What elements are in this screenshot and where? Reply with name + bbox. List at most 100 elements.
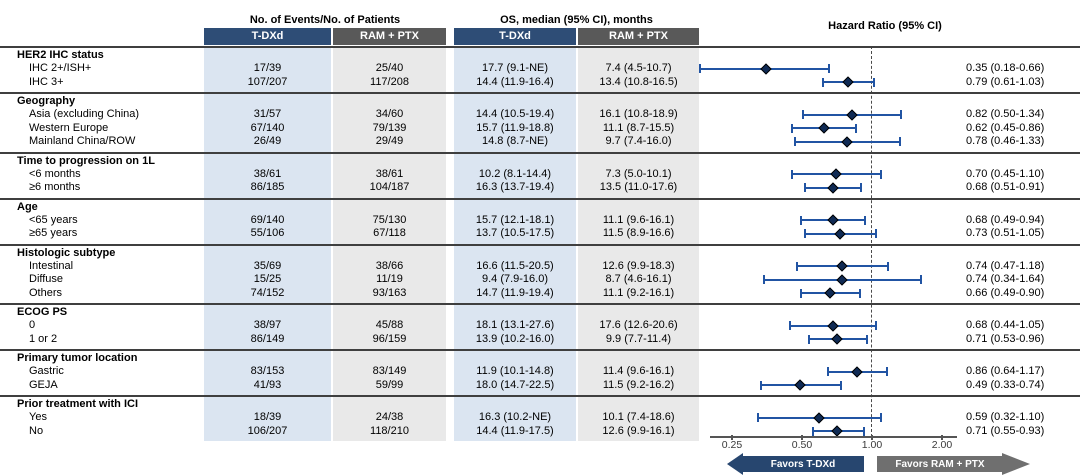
subgroup-block: HER2 IHC status IHC 2+/ISH+ 17/39 25/40 17.7… xyxy=(0,46,1080,92)
ci-cap-right xyxy=(828,64,831,74)
x-axis-tick-label: 1.00 xyxy=(861,439,883,451)
ci-cap-right xyxy=(854,123,857,133)
hr-diamond xyxy=(841,136,853,148)
row-label: Gastric xyxy=(29,365,64,377)
favors-ram-ptx-arrow: Favors RAM + PTX xyxy=(877,453,1030,475)
ci-cap-right xyxy=(874,229,877,239)
cell-os-tdxd: 16.3 (10.2-NE) xyxy=(478,411,552,423)
ci-cap-left xyxy=(760,380,763,390)
hr-diamond xyxy=(830,168,842,180)
cell-events-tdxd: 15/25 xyxy=(253,273,282,285)
subgroup-header: Primary tumor location xyxy=(17,352,138,364)
row-label: Asia (excluding China) xyxy=(29,108,140,120)
cell-events-tdxd: 38/97 xyxy=(253,319,282,331)
cell-os-tdxd: 16.6 (11.5-20.5) xyxy=(476,259,554,272)
cell-events-ram: 117/208 xyxy=(370,75,409,88)
cell-events-ram: 29/49 xyxy=(375,135,404,147)
table-row: <6 months 38/61 38/61 10.2 (8.1-14.4) 7.3 (5… xyxy=(0,168,1080,182)
row-label: Yes xyxy=(29,411,47,423)
cell-os-ram: 13.5 (11.0-17.6) xyxy=(599,181,678,193)
hr-ci-value: 0.74 (0.47-1.18) xyxy=(966,259,1045,272)
hr-ci-value: 0.74 (0.34-1.64) xyxy=(966,273,1045,285)
hr-diamond xyxy=(818,122,830,134)
hr-diamond xyxy=(824,287,836,299)
hr-ci-value: 0.78 (0.46-1.33) xyxy=(966,135,1045,147)
cell-os-ram: 9.9 (7.7-11.4) xyxy=(605,332,672,345)
cell-events-ram: 38/61 xyxy=(375,167,404,180)
cell-os-ram: 11.5 (8.9-16.6) xyxy=(602,227,675,239)
hr-ci-value: 0.62 (0.45-0.86) xyxy=(966,121,1045,134)
ci-cap-left xyxy=(822,77,825,87)
table-row: Diffuse 15/25 11/19 9.4 (7.9-16.0) 8.7 (4.6-… xyxy=(0,273,1080,287)
x-axis-tick xyxy=(871,435,873,440)
ci-cap-right xyxy=(859,288,862,298)
hr-diamond xyxy=(827,214,839,226)
subgroup-header: HER2 IHC status xyxy=(17,49,104,61)
subgroup-header: Prior treatment with ICI xyxy=(17,398,139,410)
cell-os-ram: 12.6 (9.9-16.1) xyxy=(602,424,675,437)
row-label: ≥65 years xyxy=(29,227,78,239)
cell-events-ram: 59/99 xyxy=(375,378,404,391)
x-axis-tick xyxy=(731,435,733,440)
column-header-os-ram: RAM + PTX xyxy=(578,28,699,45)
row-label: IHC 2+/ISH+ xyxy=(29,62,92,74)
ci-cap-left xyxy=(803,229,806,239)
table-row: Yes 18/39 24/38 16.3 (10.2-NE) 10.1 (7.4-18.… xyxy=(0,411,1080,425)
subgroup-block: Histologic subtype Intestinal 35/69 38/66 16… xyxy=(0,243,1080,304)
hr-diamond xyxy=(842,76,854,88)
hr-diamond xyxy=(794,379,806,391)
cell-events-ram: 118/210 xyxy=(370,424,409,437)
cell-os-tdxd: 14.4 (10.5-19.4) xyxy=(475,108,555,120)
cell-os-ram: 16.1 (10.8-18.9) xyxy=(599,108,678,120)
cell-os-ram: 8.7 (4.6-16.1) xyxy=(605,273,672,285)
ci-cap-right xyxy=(899,110,902,120)
table-row: ≥65 years 55/106 67/118 13.7 (10.5-17.5) 11.… xyxy=(0,227,1080,241)
subgroup-block: ECOG PS 0 38/97 45/88 18.1 (13.1-27.6) 17.6 (… xyxy=(0,303,1080,349)
hr-ci-value: 0.68 (0.44-1.05) xyxy=(966,319,1045,331)
cell-events-ram: 34/60 xyxy=(375,108,404,120)
ci-cap-right xyxy=(879,169,882,179)
cell-os-tdxd: 18.0 (14.7-22.5) xyxy=(475,378,555,391)
table-row: Western Europe 67/140 79/139 15.7 (11.9-18.… xyxy=(0,122,1080,136)
events-header: No. of Events/No. of Patients xyxy=(249,14,401,26)
table-row: Asia (excluding China) 31/57 34/60 14.4 (10… xyxy=(0,108,1080,122)
ci-cap-right xyxy=(919,275,922,285)
row-label: 1 or 2 xyxy=(29,332,58,345)
table-row: Others 74/152 93/163 14.7 (11.9-19.4) 11.1 (… xyxy=(0,287,1080,301)
ci-cap-right xyxy=(874,321,877,331)
row-label: Intestinal xyxy=(29,259,74,272)
cell-os-ram: 9.7 (7.4-16.0) xyxy=(605,135,672,147)
ci-cap-right xyxy=(860,183,863,193)
subgroup-header: Age xyxy=(17,200,38,213)
row-label: IHC 3+ xyxy=(29,75,64,88)
ci-cap-right xyxy=(863,215,866,225)
cell-events-tdxd: 86/185 xyxy=(250,181,285,193)
cell-os-tdxd: 9.4 (7.9-16.0) xyxy=(481,273,549,285)
hr-diamond xyxy=(827,182,839,194)
cell-os-ram: 11.5 (9.2-16.2) xyxy=(602,378,675,391)
ci-cap-left xyxy=(793,137,796,147)
cell-events-ram: 67/118 xyxy=(373,227,406,239)
cell-events-tdxd: 74/152 xyxy=(250,286,285,299)
cell-os-ram: 11.1 (9.2-16.1) xyxy=(602,286,675,299)
hr-diamond xyxy=(831,333,844,345)
ci-cap-left xyxy=(802,110,804,120)
ci-cap-right xyxy=(839,380,842,390)
row-label: 0 xyxy=(29,319,36,331)
subgroup-block: Geography Asia (excluding China) 31/57 34/6… xyxy=(0,92,1080,152)
table-row: GEJA 41/93 59/99 18.0 (14.7-22.5) 11.5 (9.2-… xyxy=(0,379,1080,393)
row-label: Mainland China/ROW xyxy=(29,135,136,147)
ci-cap-left xyxy=(811,426,814,436)
hr-ci-value: 0.68 (0.49-0.94) xyxy=(966,213,1045,226)
cell-events-tdxd: 31/57 xyxy=(253,108,282,120)
ci-cap-right xyxy=(862,426,865,436)
hr-ci-value: 0.71 (0.55-0.93) xyxy=(966,424,1045,437)
cell-os-tdxd: 14.7 (11.9-19.4) xyxy=(476,286,554,299)
ci-cap-left xyxy=(799,288,802,298)
table-row: 1 or 2 86/149 96/159 13.9 (10.2-16.0) 9.9 (7… xyxy=(0,333,1080,347)
cell-os-ram: 10.1 (7.4-18.6) xyxy=(602,411,675,423)
cell-events-tdxd: 26/49 xyxy=(253,135,282,147)
cell-os-tdxd: 10.2 (8.1-14.4) xyxy=(478,167,552,180)
row-label: <6 months xyxy=(29,167,81,180)
